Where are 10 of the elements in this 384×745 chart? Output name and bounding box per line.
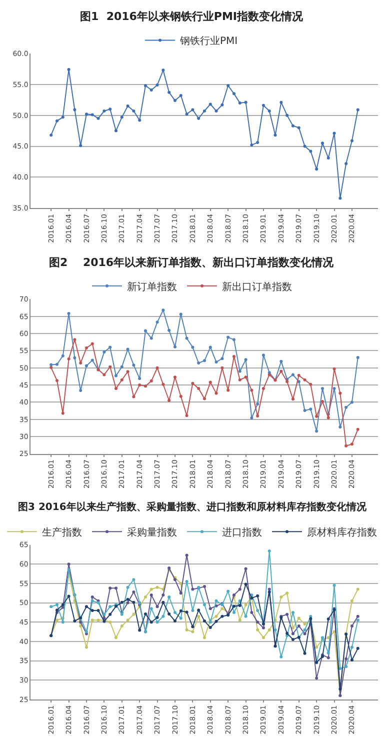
legend-label: 采购量指数 [127,526,177,538]
chart-title: 图3 2016年以来生产指数、采购量指数、进口指数和原材料库存指数变化情况 [18,501,368,513]
legend-label: 原材料库存指数 [307,526,377,538]
legend-label: 新订单指数 [127,280,177,293]
legend-label: 钢铁行业PMI [179,35,238,48]
chart-title: 图1 2016年以来钢铁行业PMI指数变化情况 [80,10,304,23]
chart-title: 图2 2016年以来新订单指数、新出口订单指数变化情况 [49,256,335,269]
legend-label: 进口指数 [222,526,262,538]
legend-label: 新出口订单指数 [222,280,292,293]
legend-label: 生产指数 [42,526,82,538]
